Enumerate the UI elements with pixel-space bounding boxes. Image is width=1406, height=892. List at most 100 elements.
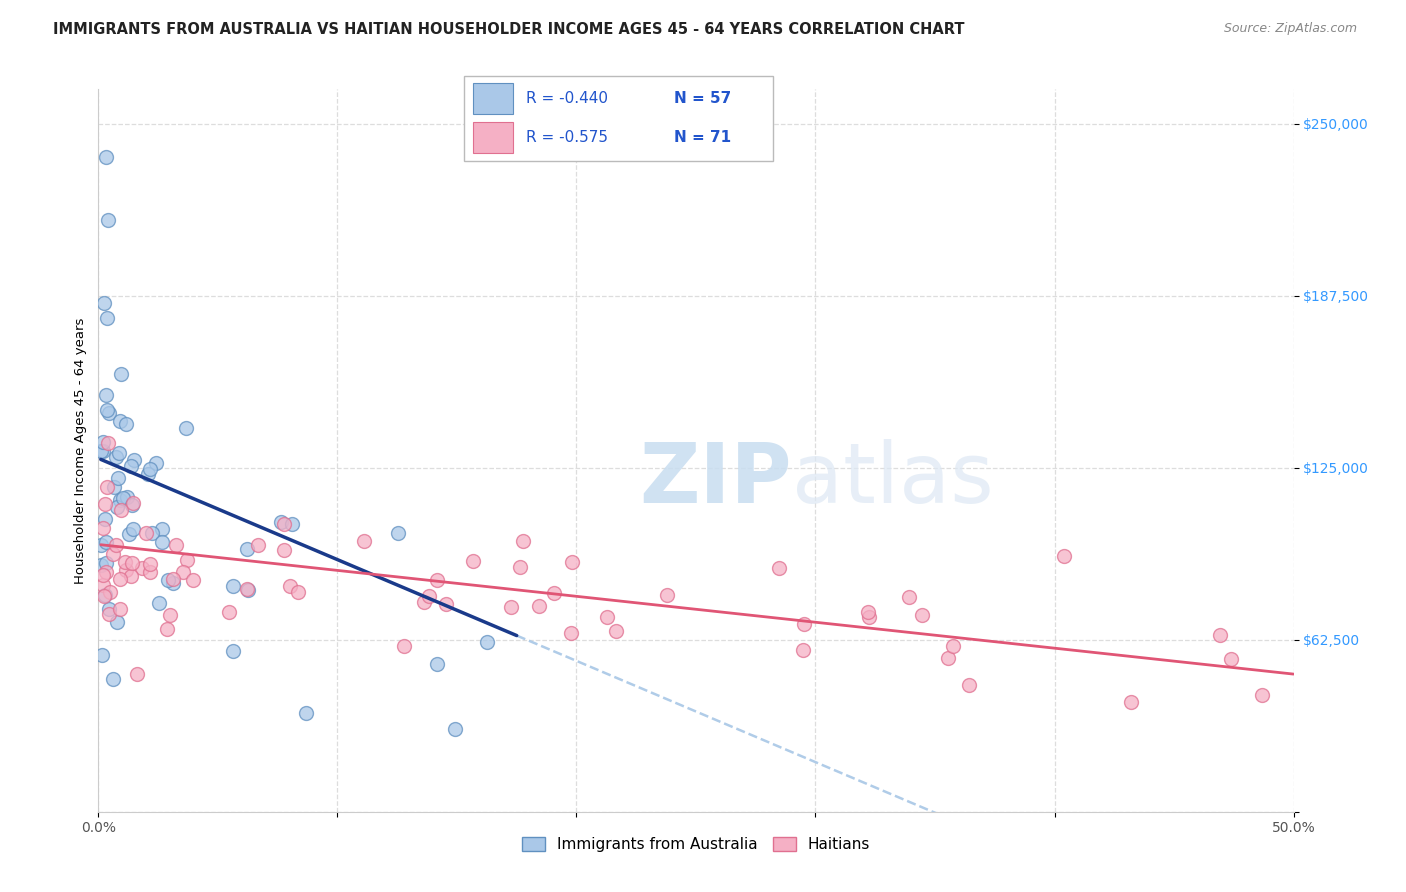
Point (94, 512, 117, 526)
Point (125, 666, 148, 681)
Point (529, 599, 551, 614)
FancyBboxPatch shape (464, 76, 773, 161)
Point (156, 574, 179, 588)
Point (105, 615, 128, 629)
Point (270, 515, 292, 529)
Point (413, 595, 436, 609)
Point (174, 421, 197, 435)
Text: IMMIGRANTS FROM AUSTRALIA VS HAITIAN HOUSEHOLDER INCOME AGES 45 - 64 YEARS CORRE: IMMIGRANTS FROM AUSTRALIA VS HAITIAN HOU… (53, 22, 965, 37)
Point (165, 538, 187, 552)
Point (911, 608, 934, 623)
Text: R = -0.440: R = -0.440 (526, 91, 607, 106)
Point (98, 585, 121, 599)
Point (561, 555, 583, 569)
Point (103, 547, 125, 561)
Point (104, 450, 127, 464)
Point (957, 677, 980, 691)
Point (115, 491, 138, 505)
Point (93, 434, 115, 449)
Text: N = 57: N = 57 (675, 91, 731, 106)
Text: ZIP: ZIP (640, 439, 792, 520)
Point (120, 569, 142, 583)
Point (98, 602, 121, 616)
Point (97, 435, 120, 450)
Point (295, 706, 318, 720)
Point (121, 522, 143, 536)
Point (1053, 549, 1076, 563)
Point (1209, 628, 1232, 642)
Point (856, 605, 879, 619)
Point (218, 605, 240, 619)
Point (897, 591, 920, 605)
Point (387, 525, 409, 540)
Point (150, 534, 173, 549)
Point (94, 497, 117, 511)
Point (91, 648, 114, 662)
Point (273, 516, 295, 531)
Point (236, 541, 259, 556)
Point (112, 491, 135, 505)
Point (108, 573, 131, 587)
Point (135, 525, 157, 540)
Point (353, 534, 375, 549)
Point (221, 644, 243, 658)
Text: R = -0.575: R = -0.575 (526, 130, 607, 145)
Point (273, 542, 295, 557)
Point (98, 406, 121, 420)
Point (655, 588, 678, 602)
Point (176, 553, 198, 567)
Point (115, 562, 138, 576)
Y-axis label: Householder Income Ages 45 - 64 years: Householder Income Ages 45 - 64 years (75, 318, 87, 583)
Point (108, 446, 131, 460)
Point (605, 624, 627, 639)
Point (121, 556, 143, 570)
Point (434, 597, 457, 611)
Point (150, 522, 173, 536)
Point (768, 561, 790, 575)
Point (98, 607, 121, 622)
Point (138, 558, 160, 572)
Point (122, 496, 145, 510)
Point (108, 414, 131, 428)
Point (159, 607, 181, 622)
Point (97, 213, 120, 227)
Point (793, 617, 815, 632)
Point (543, 585, 565, 599)
FancyBboxPatch shape (474, 84, 513, 114)
Point (463, 554, 485, 568)
Point (103, 480, 125, 494)
Point (115, 417, 138, 431)
Point (443, 722, 465, 736)
Point (499, 600, 522, 615)
Point (96, 480, 118, 494)
Text: Source: ZipAtlas.com: Source: ZipAtlas.com (1223, 22, 1357, 36)
Point (94, 150, 117, 164)
Point (131, 561, 153, 575)
Point (108, 602, 131, 616)
Point (96, 535, 118, 549)
Point (93, 295, 115, 310)
Point (1251, 688, 1274, 702)
Point (512, 534, 534, 549)
FancyBboxPatch shape (474, 122, 513, 153)
Point (936, 651, 959, 665)
Point (114, 555, 136, 569)
Point (110, 368, 132, 382)
Point (942, 639, 965, 653)
Point (91, 577, 114, 591)
Legend: Immigrants from Australia, Haitians: Immigrants from Australia, Haitians (516, 831, 876, 858)
Point (235, 582, 257, 596)
Point (110, 493, 132, 508)
Point (105, 500, 128, 515)
Point (139, 461, 162, 475)
Point (107, 470, 129, 484)
Point (181, 573, 204, 587)
Text: atlas: atlas (792, 439, 993, 520)
Point (110, 503, 132, 517)
Point (162, 572, 184, 586)
Point (96, 556, 118, 570)
Point (118, 527, 141, 541)
Point (148, 596, 170, 610)
Point (91, 443, 114, 458)
Point (138, 565, 160, 579)
